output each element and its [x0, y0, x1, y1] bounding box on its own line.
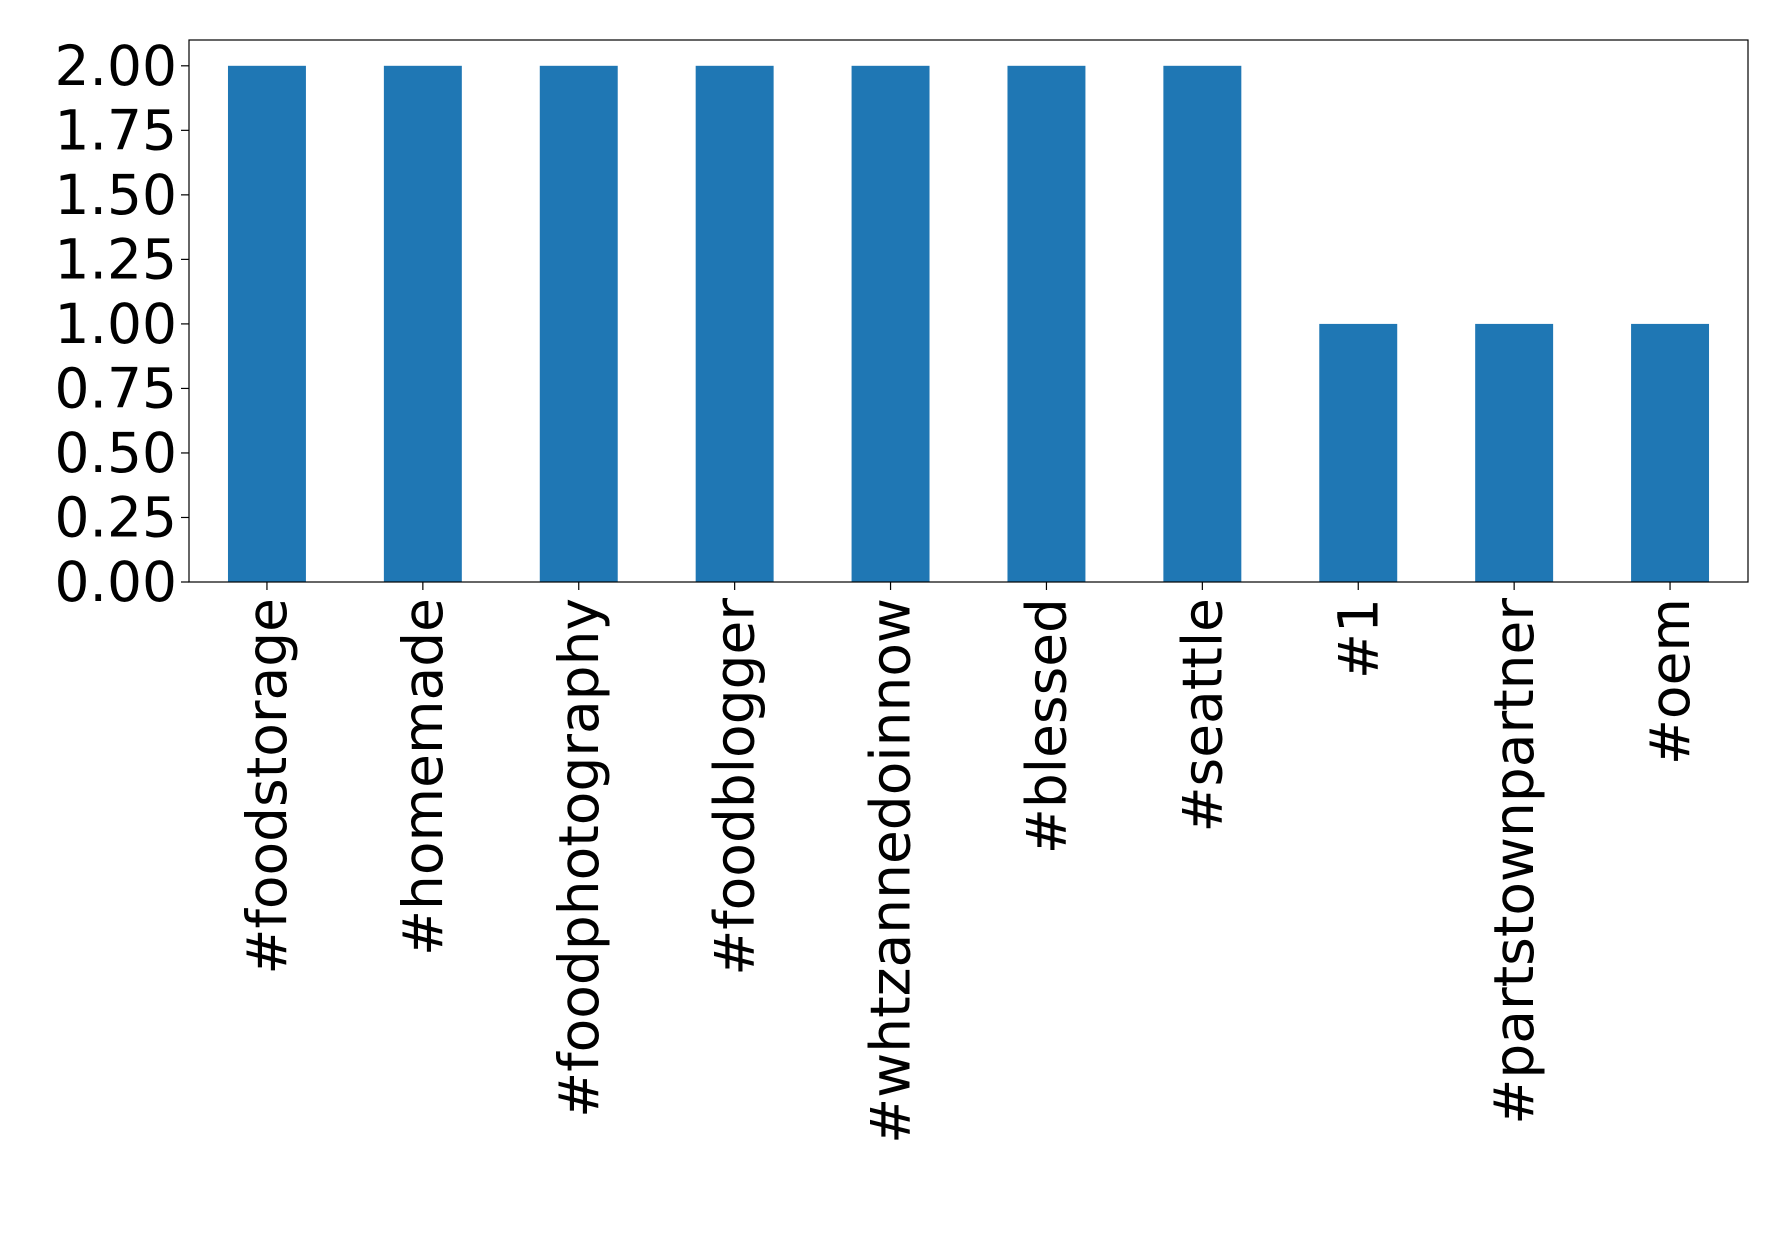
bar-8	[1475, 323, 1554, 582]
y-tick-label-3: 0.75	[55, 356, 177, 420]
y-tick-label-5: 1.25	[55, 227, 177, 291]
bar-4	[851, 65, 930, 583]
y-axis: 0.000.250.500.751.001.251.501.752.00	[55, 34, 189, 614]
x-tick-label-0: #foodstorage	[235, 598, 299, 975]
y-tick-label-4: 1.00	[55, 292, 177, 356]
x-tick-label-1: #homemade	[391, 598, 455, 956]
x-axis: #foodstorage #homemade #foodphotography #fo…	[235, 582, 1702, 1144]
x-tick-label-5: #blessed	[1014, 598, 1078, 854]
bar-5	[1007, 65, 1086, 583]
y-tick-label-2: 0.50	[55, 421, 177, 485]
x-tick-label-9: #oem	[1638, 598, 1702, 765]
x-tick-label-8: #partstownpartner	[1482, 598, 1546, 1125]
bar-1	[383, 65, 462, 583]
plot-frame	[188, 39, 1749, 583]
y-tick-label-7: 1.75	[55, 98, 177, 162]
x-tick-label-3: #foodblogger	[703, 598, 767, 976]
x-tick-label-7: #1	[1326, 598, 1390, 679]
bar-6	[1163, 65, 1242, 583]
x-tick-label-2: #foodphotography	[547, 598, 611, 1118]
bar-9	[1631, 323, 1710, 582]
y-tick-label-1: 0.25	[55, 485, 177, 549]
bar-0	[227, 65, 306, 583]
bars-group	[227, 65, 1710, 583]
x-tick-label-4: #whtzannedoinnow	[859, 598, 923, 1144]
y-tick-label-8: 2.00	[55, 34, 177, 98]
bar-7	[1319, 323, 1398, 582]
x-tick-label-6: #seattle	[1170, 598, 1234, 833]
y-tick-label-6: 1.50	[55, 163, 177, 227]
bar-2	[539, 65, 618, 583]
bar-3	[695, 65, 774, 583]
y-tick-label-0: 0.00	[55, 550, 177, 614]
